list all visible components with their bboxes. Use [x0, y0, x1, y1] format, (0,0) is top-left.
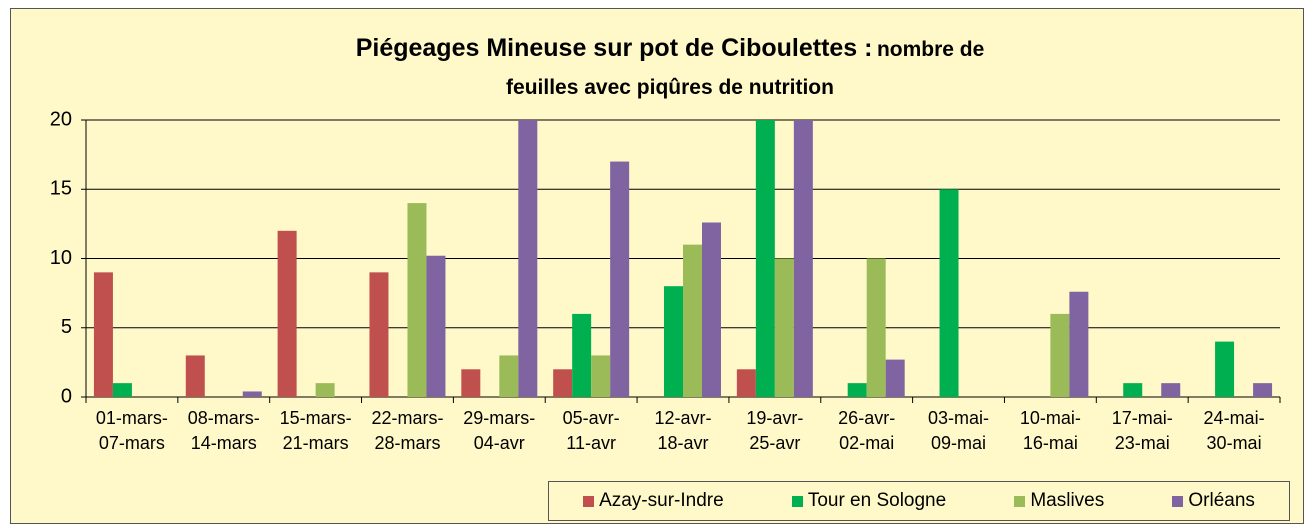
y-tick-label: 5: [61, 316, 72, 338]
bar: [185, 355, 205, 397]
legend-label: Orléans: [1188, 490, 1255, 511]
legend: Azay-sur-Indre Tour en Sologne Maslives Orl…: [548, 481, 1290, 521]
legend-swatch: [1014, 495, 1026, 507]
legend-label: Tour en Sologne: [807, 490, 947, 511]
bar: [93, 272, 113, 397]
bar: [591, 355, 611, 397]
subtitle: nombre de feuilles avec piqûres de nutri…: [506, 38, 985, 99]
legend-swatch: [1172, 495, 1184, 507]
x-tick-label: 15-mars-21-mars: [279, 408, 352, 453]
bar: [1050, 313, 1070, 397]
bar: [610, 161, 630, 397]
y-tick-label: 20: [50, 108, 72, 130]
bar: [866, 258, 886, 397]
bar: [518, 120, 538, 397]
x-tick-label: 12-avr-18-avr: [654, 408, 712, 453]
bar: [736, 369, 756, 397]
bar: [426, 255, 446, 397]
x-tick-label: 29-mars-04-avr: [463, 408, 536, 453]
bar: [793, 120, 813, 397]
bar: [1123, 383, 1143, 397]
bar: [683, 244, 702, 397]
bar: [277, 230, 297, 397]
x-tick-label: 08-mars-14-mars: [187, 408, 260, 453]
bar: [664, 286, 683, 397]
bar: [755, 120, 775, 397]
bar: [407, 203, 427, 397]
legend-item: Maslives: [1014, 490, 1104, 512]
x-tick-label: 17-mai-23-mai: [1111, 408, 1173, 453]
bar: [242, 391, 262, 397]
legend-item: Tour en Sologne: [791, 490, 947, 512]
bar: [572, 313, 592, 397]
bar: [1069, 291, 1089, 397]
bar: [774, 258, 794, 397]
legend-label: Azay-sur-Indre: [599, 490, 724, 511]
legend-swatch: [583, 495, 595, 507]
legend-item: Orléans: [1172, 490, 1255, 512]
chart-title: Piégeages Mineuse sur pot de Ciboulettes…: [330, 30, 1010, 108]
legend-label: Maslives: [1030, 490, 1105, 511]
bar: [885, 359, 905, 397]
bar: [939, 189, 959, 397]
y-tick-label: 0: [61, 385, 72, 407]
chart-frame: [10, 8, 1304, 524]
x-tick-label: 26-avr-02-mai: [838, 408, 896, 453]
bar: [1215, 341, 1235, 397]
bar: [1253, 383, 1273, 397]
x-tick-label: 22-mars-28-mars: [371, 408, 444, 453]
bar: [315, 383, 335, 397]
bar: [112, 383, 132, 397]
bar: [1161, 383, 1181, 397]
bar: [369, 272, 389, 397]
x-tick-label: 01-mars-07-mars: [95, 408, 168, 453]
y-tick-label: 15: [50, 178, 72, 200]
bar: [702, 222, 721, 397]
x-tick-label: 05-avr-11-avr: [562, 408, 620, 453]
bar: [461, 369, 481, 397]
title: Piégeages Mineuse sur pot de Ciboulettes…: [355, 34, 873, 62]
bar: [847, 383, 867, 397]
bar: [499, 355, 519, 397]
x-tick-label: 03-mai-09-mai: [928, 408, 990, 453]
legend-item: Azay-sur-Indre: [583, 490, 724, 512]
x-tick-label: 19-avr-25-avr: [746, 408, 804, 453]
x-tick-label: 10-mai-16-mai: [1019, 408, 1081, 453]
x-tick-label: 24-mai-30-mai: [1203, 408, 1265, 453]
y-tick-label: 10: [50, 247, 72, 269]
legend-swatch: [791, 495, 803, 507]
bar: [553, 369, 573, 397]
